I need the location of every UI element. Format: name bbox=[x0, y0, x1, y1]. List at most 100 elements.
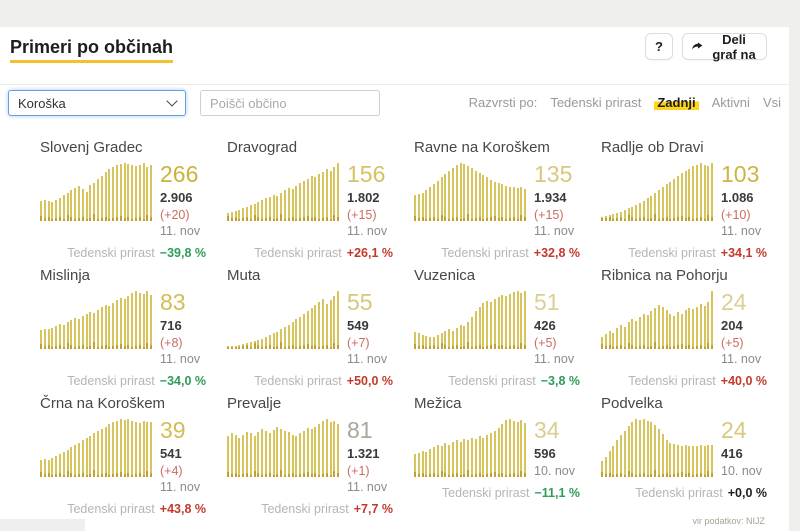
search-input[interactable] bbox=[200, 90, 380, 116]
municipality-card[interactable]: Ravne na Koroškem 135 1.934 (+15) 11. no… bbox=[414, 139, 580, 267]
municipality-card[interactable]: Vuzenica 51 426 (+5) 11. nov Tedenski pr… bbox=[414, 267, 580, 395]
chart-bar bbox=[51, 202, 54, 221]
weekly-growth-row: Tedenski prirast +43,8 % bbox=[40, 502, 206, 516]
municipality-card[interactable]: Mislinja 83 716 (+8) 11. nov Tedenski pr… bbox=[40, 267, 206, 395]
chart-bar bbox=[47, 201, 50, 221]
sort-option-vsi[interactable]: Vsi bbox=[762, 95, 781, 110]
weekly-growth-row: Tedenski prirast −3,8 % bbox=[414, 374, 580, 388]
chart-bar bbox=[631, 319, 634, 349]
sort-option-aktivni[interactable]: Aktivni bbox=[711, 95, 750, 110]
municipality-card[interactable]: Podvelka 24 416 10. nov Tedenski prirast… bbox=[601, 395, 767, 523]
municipality-name: Dravograd bbox=[227, 139, 298, 156]
municipality-stats: 81 1.321 (+1) 11. nov bbox=[347, 419, 387, 495]
total-cases-value: 1.802 bbox=[347, 190, 380, 205]
chart-bar bbox=[123, 163, 126, 221]
municipality-card[interactable]: Dravograd 156 1.802 (+15) 11. nov Tedens… bbox=[227, 139, 393, 267]
chart-bar bbox=[604, 334, 607, 349]
municipality-card[interactable]: Radlje ob Dravi 103 1.086 (+10) 11. nov … bbox=[601, 139, 767, 267]
chart-bar bbox=[142, 421, 145, 477]
chart-bar bbox=[695, 307, 698, 349]
municipality-stats: 34 596 10. nov bbox=[534, 419, 575, 479]
weekly-growth-row: Tedenski prirast +26,1 % bbox=[227, 246, 393, 260]
last-update-date: 11. nov bbox=[721, 352, 762, 367]
chart-bar bbox=[318, 174, 321, 221]
chart-bar bbox=[482, 438, 485, 477]
chart-bar bbox=[287, 432, 290, 477]
chart-bar bbox=[249, 433, 252, 477]
chart-bar bbox=[337, 291, 340, 349]
municipality-card[interactable]: Ribnica na Pohorju 24 204 (+5) 11. nov T… bbox=[601, 267, 767, 395]
chart-bar bbox=[257, 202, 260, 221]
chart-bar bbox=[608, 451, 611, 477]
municipality-name: Ribnica na Pohorju bbox=[601, 267, 728, 284]
chart-bar bbox=[661, 187, 664, 221]
municipality-card[interactable]: Muta 55 549 (+7) 11. nov Tedenski priras… bbox=[227, 267, 393, 395]
municipality-name: Muta bbox=[227, 267, 261, 284]
chart-bar bbox=[127, 419, 130, 477]
chart-bar bbox=[276, 196, 279, 221]
sort-option-zadnji[interactable]: Zadnji bbox=[654, 95, 699, 110]
help-button[interactable]: ? bbox=[645, 33, 673, 60]
chart-bar bbox=[150, 165, 153, 221]
total-cases-value: 716 bbox=[160, 318, 182, 333]
chart-bar bbox=[489, 433, 492, 477]
chart-bar bbox=[47, 329, 50, 349]
chart-bar bbox=[654, 425, 657, 477]
chart-bar bbox=[516, 291, 519, 349]
weekly-growth-value: +32,8 % bbox=[533, 246, 580, 261]
weekly-growth-label: Tedenski prirast bbox=[628, 246, 716, 261]
chart-bar bbox=[85, 314, 88, 349]
municipality-card[interactable]: Slovenj Gradec 266 2.906 (+20) 11. nov T… bbox=[40, 139, 206, 267]
chart-bar bbox=[635, 419, 638, 477]
chart-bar bbox=[448, 445, 451, 477]
municipality-card[interactable]: Prevalje 81 1.321 (+1) 11. nov Tedenski … bbox=[227, 395, 393, 523]
chart-bar bbox=[74, 188, 77, 221]
chart-bar bbox=[459, 442, 462, 477]
chart-bar bbox=[261, 339, 264, 349]
chart-bar bbox=[276, 427, 279, 477]
chart-bar bbox=[417, 194, 420, 221]
chart-bar bbox=[150, 295, 153, 349]
chart-bar bbox=[66, 322, 69, 349]
sort-option-tedenski-prirast[interactable]: Tedenski prirast bbox=[550, 95, 642, 110]
chart-bar bbox=[444, 443, 447, 477]
chart-bar bbox=[112, 422, 115, 477]
region-select[interactable]: Koroška bbox=[8, 90, 186, 116]
weekly-growth-row: Tedenski prirast +0,0 % bbox=[601, 486, 767, 500]
chart-bar bbox=[520, 293, 523, 349]
chart-bar bbox=[623, 431, 626, 477]
chart-bar bbox=[616, 328, 619, 349]
share-button[interactable]: Deli graf na bbox=[682, 32, 767, 62]
chart-bar bbox=[657, 429, 660, 477]
chart-bar bbox=[436, 335, 439, 349]
chart-bar bbox=[272, 333, 275, 349]
chart-bar bbox=[40, 330, 42, 349]
active-cases-value: 24 bbox=[721, 289, 747, 315]
chart-bar bbox=[230, 346, 233, 349]
chart-bar bbox=[440, 333, 443, 349]
municipality-card[interactable]: Črna na Koroškem 39 541 (+4) 11. nov Ted… bbox=[40, 395, 206, 523]
chart-bar bbox=[77, 186, 80, 221]
municipality-stats: 51 426 (+5) 11. nov bbox=[534, 291, 574, 367]
chart-bar bbox=[93, 313, 96, 349]
chart-bar bbox=[131, 165, 134, 221]
sort-label: Razvrsti po: bbox=[468, 95, 538, 110]
chart-bar bbox=[131, 421, 134, 477]
chart-bar bbox=[619, 325, 622, 349]
chart-bar bbox=[486, 435, 489, 477]
municipality-card[interactable]: Mežica 34 596 10. nov Tedenski prirast −1… bbox=[414, 395, 580, 523]
chart-bar bbox=[421, 193, 424, 221]
chart-bar bbox=[306, 428, 309, 477]
daily-cases-bar-chart bbox=[227, 163, 341, 221]
active-cases-value: 266 bbox=[160, 161, 199, 187]
chart-bar bbox=[138, 423, 141, 477]
chart-bar bbox=[100, 429, 103, 477]
municipality-stats: 135 1.934 (+15) 11. nov bbox=[534, 163, 574, 239]
chart-bar bbox=[245, 343, 248, 349]
total-cases-value: 204 bbox=[721, 318, 743, 333]
weekly-growth-label: Tedenski prirast bbox=[67, 246, 155, 261]
chart-bar bbox=[501, 295, 504, 349]
chart-bar bbox=[227, 213, 229, 221]
total-cases-value: 596 bbox=[534, 446, 556, 461]
chart-bar bbox=[692, 446, 695, 477]
